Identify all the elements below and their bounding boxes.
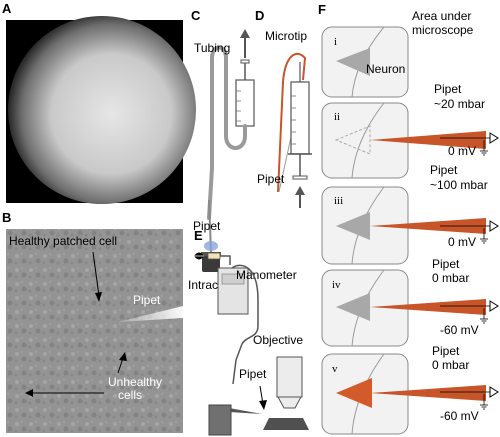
step-roman: iii [334,195,343,207]
panel-e: E Manometer Objective Pipet [194,228,309,436]
step-label-2: 0 mbar [432,358,469,372]
panel-c: C Tubing Pipet Intracel. [188,8,255,292]
step-voltage: -60 mV [440,323,479,337]
pipet-label-b: Pipet [133,293,161,307]
healthy-cell-arrowhead [95,292,102,302]
step-label-2: ~100 mbar [430,178,488,192]
panel-label-c: C [191,8,201,23]
pipet-bar [370,385,486,401]
step-roman: i [334,36,337,48]
illuminated-field [8,16,196,204]
tubing-label: Tubing [194,41,230,55]
step-voltage: -60 mV [440,409,479,423]
pipet-label-c: Pipet [193,219,221,233]
syringe-barrel-d [290,81,310,155]
panel-label-b: B [2,210,11,225]
pipet-label-d: Pipet [257,172,285,186]
push-arrowhead-d [295,186,305,195]
slice-edge [351,102,385,179]
pull-arrowhead-c [240,29,250,38]
step-label-1: Pipet [432,344,460,358]
manometer-display [221,273,245,285]
pipet-bar [370,218,486,234]
step-iv: iv Pipet 0 mbar -60 mV [321,257,499,347]
step-roman: iv [332,279,341,291]
pipet-in-image [118,306,183,322]
step-i: i Neuron [321,26,409,98]
panel-label-e: E [194,228,203,243]
unhealthy-arrowhead-left [25,389,33,397]
plunger-cap-d [292,175,308,180]
area-header-2: microscope [412,23,474,37]
neuron-label: Neuron [366,62,405,76]
objective-tip [277,396,302,409]
step-voltage: 0 mV [448,235,476,249]
neuron-soma [336,48,370,76]
panel-b: B Healthy patched cell Pipet Unhealthy c… [2,210,183,433]
pipet-bar [370,131,486,149]
panel-label-f: F [318,2,326,17]
intracel-vial [202,256,220,272]
intracel-droplet [204,241,218,251]
area-header-1: Area under [412,9,471,23]
healthy-cell-arrow [92,251,100,297]
healthy-cell-label: Healthy patched cell [9,234,117,248]
step-label-2: ~20 mbar [434,97,485,111]
panel-a: A [2,1,196,204]
panel-d: D Microtip Pipet [255,8,312,208]
neuron-soma [336,293,370,321]
pipet-e [229,408,262,414]
pipet-label-e: Pipet [239,367,267,381]
unhealthy-arrowhead-up [119,352,127,361]
panel-f: F Area under microscope i Neuron ii Pipe… [318,2,499,435]
plunger-cap-c [240,59,250,64]
amplifier-icon [489,386,499,398]
step-iii: iii Pipet ~100 mbar 0 mV [321,163,499,265]
objective-label: Objective [253,333,303,347]
microtip [277,52,307,193]
amplifier-icon [489,132,499,144]
mouthpiece-tube [220,255,231,265]
unhealthy-label-2: cells [118,388,142,402]
recording-chamber [263,418,309,430]
step-voltage: 0 mV [448,144,476,158]
manometer-label: Manometer [236,268,297,282]
amplifier-icon [489,300,499,312]
step-roman: ii [334,111,340,123]
pipet-bar [370,299,486,315]
mouthpiece [207,252,221,260]
tubing [207,45,247,220]
amplifier-icon [489,220,499,232]
panel-label-a: A [2,1,12,16]
step-label-1: Pipet [432,257,460,271]
panel-label-d: D [255,8,264,23]
neuron-soma-filled [336,378,372,408]
mouth-icon [194,252,204,260]
unhealthy-label-1: Unhealthy [108,375,162,389]
syringe-barrel-c [235,79,255,127]
step-label-1: Pipet [430,163,458,177]
step-label-1: Pipet [434,82,462,96]
step-roman: v [332,363,338,375]
step-ii: ii Pipet ~20 mbar 0 mV [321,82,499,179]
step-label-2: 0 mbar [432,271,469,285]
neuron-soma [336,212,370,240]
microtip-label: Microtip [265,29,307,43]
step-v: v Pipet 0 mbar -60 mV [321,344,499,435]
pipet-holder [208,404,232,436]
objective [276,356,303,398]
pipet-arrowhead-e [259,400,267,410]
unhealthy-arrow-up [117,357,124,374]
pressure-tubing [231,264,259,385]
